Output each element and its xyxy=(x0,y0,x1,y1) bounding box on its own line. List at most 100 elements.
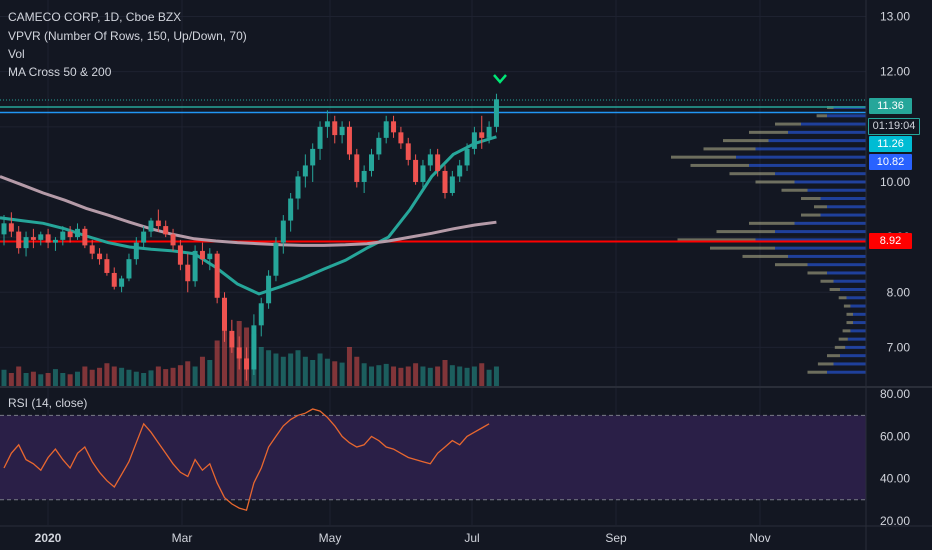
vpvr-up-bar xyxy=(788,130,866,134)
rsi-title[interactable]: RSI (14, close) xyxy=(8,396,88,410)
vpvr-up-bar xyxy=(775,172,866,176)
volume-bar xyxy=(148,370,154,386)
volume-bar xyxy=(214,340,220,386)
candle-body xyxy=(75,228,80,238)
candle-body xyxy=(310,148,316,166)
candle xyxy=(214,250,220,304)
candle xyxy=(38,231,44,246)
vpvr-down-bar xyxy=(816,114,827,118)
candle xyxy=(486,121,492,144)
volume-bar xyxy=(405,366,411,386)
candle xyxy=(280,215,286,254)
candle-body xyxy=(346,126,352,155)
volume-bar xyxy=(310,360,316,386)
volume-bar xyxy=(141,373,147,386)
candle-body xyxy=(376,137,382,155)
candle xyxy=(185,253,191,293)
vpvr-down-bar xyxy=(677,238,756,242)
candle xyxy=(16,226,22,254)
candle xyxy=(354,148,360,188)
vpvr-up-bar xyxy=(788,254,866,258)
candle xyxy=(398,126,404,149)
candle-body xyxy=(258,303,264,326)
candle xyxy=(435,148,441,177)
candle-body xyxy=(104,259,110,273)
rsi-pane xyxy=(0,386,932,512)
volume-bar xyxy=(45,373,51,386)
volume-bar xyxy=(30,371,36,386)
candle xyxy=(104,253,110,276)
volume-bar xyxy=(126,369,132,386)
volume-bar xyxy=(104,363,110,386)
candle-body xyxy=(163,226,169,235)
time-tick-label: Mar xyxy=(172,531,193,545)
vpvr-down-bar xyxy=(843,304,851,308)
candle xyxy=(67,226,73,243)
price-tick-label: 10.00 xyxy=(880,175,910,189)
legend-ma-cross[interactable]: MA Cross 50 & 200 xyxy=(8,65,112,79)
volume-bar xyxy=(369,366,374,386)
volume-bar xyxy=(199,356,205,386)
candle xyxy=(23,231,29,257)
ma-200-line xyxy=(0,175,497,247)
candle-body xyxy=(67,231,73,238)
vpvr-up-bar xyxy=(853,321,866,325)
candle-body xyxy=(148,220,154,232)
vpvr-up-bar xyxy=(840,354,866,358)
volume-bar xyxy=(464,367,470,386)
candle-body xyxy=(449,176,455,193)
vpvr-profile xyxy=(671,106,866,374)
volume-bar xyxy=(383,363,389,386)
candle xyxy=(369,148,374,177)
candle xyxy=(427,148,433,171)
volume-bar xyxy=(163,369,169,386)
support-tag: 8.92 xyxy=(869,233,912,249)
candle-body xyxy=(119,278,125,287)
rsi-tick-label: 40.00 xyxy=(880,472,910,486)
volume-bar xyxy=(295,350,301,386)
candle xyxy=(324,110,330,138)
volume-bar xyxy=(67,374,73,386)
candle-body xyxy=(251,325,257,370)
vpvr-down-bar xyxy=(829,288,840,291)
candle-body xyxy=(82,228,88,246)
rsi-tick-label: 20.00 xyxy=(880,514,910,528)
countdown-tag: 01:19:04 xyxy=(868,118,920,135)
vpvr-up-bar xyxy=(850,304,866,308)
vpvr-up-bar xyxy=(755,238,866,242)
vpvr-up-bar xyxy=(807,263,866,267)
volume-bar xyxy=(222,330,227,386)
volume-bar xyxy=(398,367,404,386)
price-tick-label: 8.00 xyxy=(887,285,911,299)
candle-body xyxy=(354,154,360,182)
candle xyxy=(141,226,147,249)
volume-bar xyxy=(420,366,426,386)
volume-bar xyxy=(119,367,125,386)
candle xyxy=(89,239,95,260)
volume-bar xyxy=(361,363,367,386)
candle-body xyxy=(471,132,477,149)
candle xyxy=(302,154,308,188)
ma-tag-10-82: 10.82 xyxy=(869,154,912,170)
volume-bar xyxy=(346,347,352,386)
candle xyxy=(119,275,125,293)
vpvr-down-bar xyxy=(749,221,795,225)
legend-volume[interactable]: Vol xyxy=(8,47,25,61)
vpvr-up-bar xyxy=(853,312,866,316)
candles xyxy=(1,93,499,381)
volume-bar xyxy=(273,353,279,386)
volume-bar xyxy=(60,373,66,386)
candle-body xyxy=(398,132,404,144)
volume-bar xyxy=(486,369,492,386)
vpvr-down-bar xyxy=(820,279,834,283)
candle-body xyxy=(111,272,117,287)
vpvr-down-bar xyxy=(775,263,808,267)
chart-title: CAMECO CORP, 1D, Cboe BZX xyxy=(8,10,182,24)
candle-body xyxy=(141,231,147,243)
vpvr-up-bar xyxy=(820,197,866,201)
volume-bar xyxy=(258,347,264,386)
candle xyxy=(1,215,7,246)
legend-vpvr[interactable]: VPVR (Number Of Rows, 150, Up/Down, 70) xyxy=(8,29,247,43)
vpvr-down-bar xyxy=(755,180,795,184)
